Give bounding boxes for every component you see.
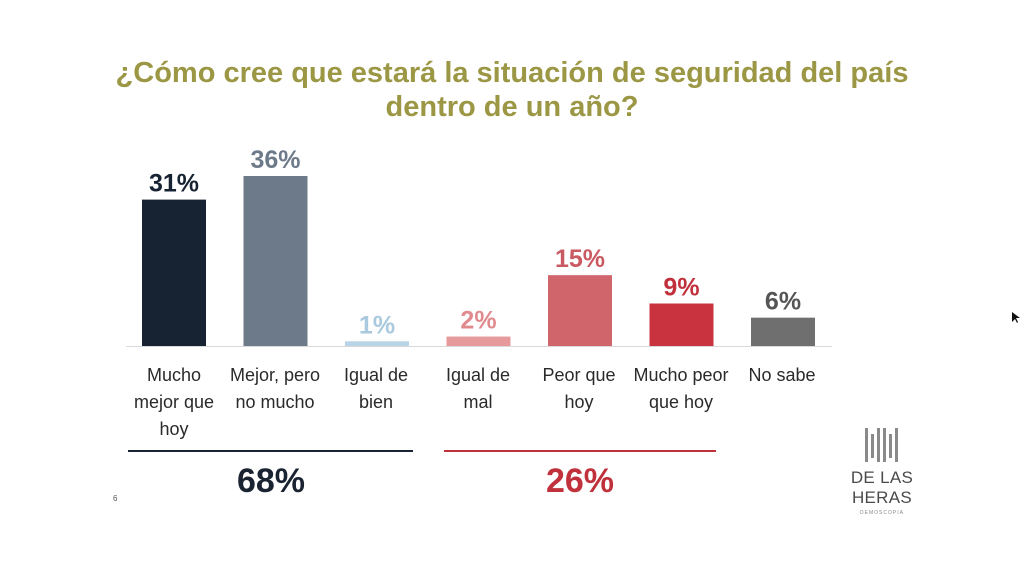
category-label-peor: Peor que hoy (542, 365, 616, 412)
category-label-mucho-mejor: Mucho mejor que hoy (133, 365, 215, 439)
brand-logo: DE LAS HERAS DEMOSCOPIA (822, 424, 942, 516)
group-total-better: 68% (236, 462, 306, 500)
data-label-mejor-pero-no-mucho: 36% (250, 146, 300, 174)
group-underline-worse (444, 450, 716, 452)
bar-peor-que-hoy (548, 275, 612, 346)
bar-igual-de-mal (446, 336, 511, 346)
mouse-cursor-icon (1012, 312, 1020, 323)
category-label-mejor-pero: Mejor, pero no mucho (229, 365, 321, 412)
logo-name: DE LAS HERAS (850, 468, 914, 507)
group-underline-better (128, 450, 413, 452)
data-label-mucho-peor-que-hoy: 9% (663, 274, 699, 302)
data-label-no-sabe: 6% (765, 288, 801, 316)
bar-mejor-pero-no-mucho (243, 176, 308, 346)
data-label-igual-de-bien: 1% (359, 311, 395, 339)
bar-no-sabe (751, 317, 815, 346)
category-label-mucho-peor: Mucho peor que hoy (633, 365, 729, 412)
logo-subtitle: DEMOSCOPIA (860, 510, 904, 516)
category-label-igual-mal: Igual de mal (445, 365, 511, 412)
data-label-igual-de-mal: 2% (460, 307, 496, 335)
chart-title: ¿Cómo cree que estará la situación de se… (115, 57, 909, 123)
slide-number: 6 (113, 494, 118, 503)
bar-igual-de-bien (345, 341, 409, 346)
logo-mark-icon (865, 428, 898, 462)
group-total-worse: 26% (545, 462, 615, 500)
data-label-peor-que-hoy: 15% (555, 245, 605, 273)
bar-mucho-mejor-que-hoy (142, 199, 206, 346)
category-label-igual-bien: Igual de bien (343, 365, 409, 412)
data-label-mucho-mejor-que-hoy: 31% (149, 170, 199, 198)
category-label-no-sabe: No sabe (748, 365, 816, 385)
bar-mucho-peor-que-hoy (649, 303, 714, 346)
